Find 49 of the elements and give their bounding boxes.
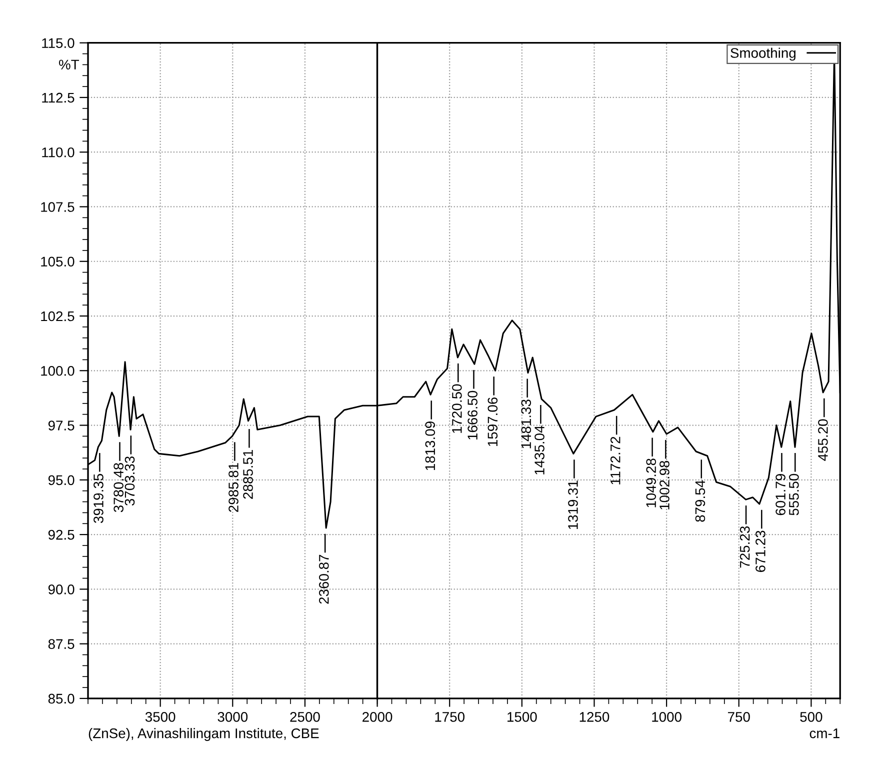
y-axis-title: %T [58, 60, 80, 70]
annotation: 1319.31 [568, 480, 578, 530]
y-tick-label: 87.5 [48, 639, 74, 649]
annotation: 2885.51 [243, 450, 253, 499]
y-tick-label: 97.5 [48, 420, 74, 430]
annotation: 601.79 [776, 474, 786, 516]
annotation: 1002.98 [660, 460, 670, 510]
annotation: 725.23 [740, 526, 750, 568]
annotation: 3919.35 [94, 474, 104, 524]
annotation: 1597.06 [488, 397, 498, 446]
x-tick-label: 2000 [362, 712, 392, 722]
x-tick-label: 3500 [145, 712, 176, 722]
x-tick-label: 500 [800, 712, 822, 722]
annotation: 2360.87 [318, 554, 329, 604]
x-tick-label: 2500 [290, 712, 320, 722]
y-tick-label: 85.0 [48, 694, 74, 704]
annotation: 3780.48 [114, 463, 124, 512]
annotation: 1813.09 [425, 422, 436, 470]
x-tick-label: 1000 [652, 712, 682, 722]
annotation: 1435.04 [534, 426, 544, 474]
x-axis-title: cm-1 [810, 728, 840, 738]
x-tick-label: 1750 [435, 712, 464, 722]
annotation: 1720.50 [452, 384, 462, 433]
y-tick-label: 107.5 [41, 202, 74, 212]
annotation: 2985.81 [228, 463, 238, 512]
x-tick-label: 3000 [218, 712, 248, 722]
annotation: 1049.28 [646, 458, 656, 508]
x-tick-label: 1250 [580, 712, 610, 722]
annotation: 455.20 [818, 419, 828, 461]
annotation: 1481.33 [521, 400, 532, 448]
y-tick-label: 100.0 [41, 366, 74, 376]
y-tick-label: 115.0 [42, 38, 74, 48]
y-tick-label: 92.5 [48, 530, 74, 540]
x-tick-label: 750 [728, 712, 750, 722]
annotation: 879.54 [695, 480, 706, 522]
y-tick-label: 105.0 [41, 256, 74, 267]
annotation: 671.23 [756, 530, 766, 572]
text: (ZnSe), Avinashilingam Institute, CBE [88, 728, 319, 741]
y-tick-label: 102.5 [41, 311, 74, 322]
annotation: 1666.50 [468, 390, 478, 440]
y-tick-label: 90.0 [48, 584, 74, 594]
annotation: 1172.72 [610, 436, 620, 484]
y-tick-label: 95.0 [48, 475, 74, 486]
legend-label: Smoothing [730, 48, 796, 61]
x-tick-label: 1500 [508, 712, 537, 722]
y-tick-label: 110.0 [42, 147, 74, 158]
y-tick-label: 112.5 [42, 92, 74, 103]
annotation: 555.50 [789, 474, 799, 516]
annotation: 3703.33 [124, 456, 135, 506]
